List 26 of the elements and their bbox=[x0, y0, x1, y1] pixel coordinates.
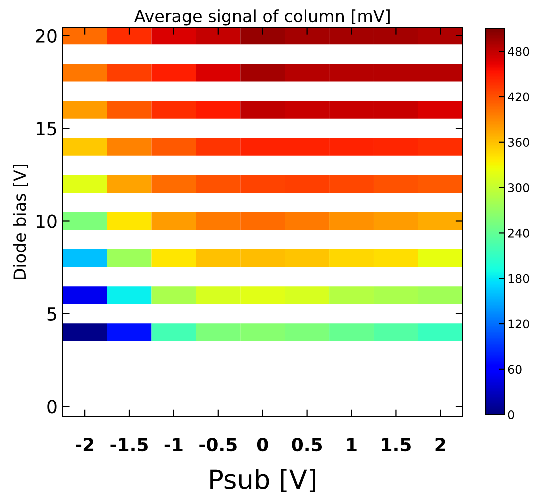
x-tick-label: 1 bbox=[348, 438, 357, 452]
chart-title: Average signal of column [mV] bbox=[134, 10, 390, 26]
x-tick-label: 1.5 bbox=[382, 438, 411, 452]
y-tick-label: 15 bbox=[36, 122, 56, 136]
x-tick-label: -1 bbox=[164, 438, 183, 452]
color-bar-label: 60 bbox=[508, 365, 522, 374]
x-tick-label: 0 bbox=[257, 438, 268, 452]
color-bar-label: 480 bbox=[508, 47, 530, 56]
y-tick-label: 5 bbox=[48, 308, 56, 322]
x-tick-label: -1.5 bbox=[110, 438, 148, 452]
color-bar-label: 240 bbox=[508, 228, 530, 238]
color-bar-label: 300 bbox=[508, 184, 530, 192]
color-bar-label: 120 bbox=[508, 320, 530, 329]
color-bar-label: 360 bbox=[508, 138, 530, 148]
y-tick-label: 20 bbox=[36, 29, 57, 43]
color-bar-label: 420 bbox=[508, 92, 530, 102]
x-tick-label: 2 bbox=[436, 438, 446, 452]
y-tick-label: 10 bbox=[36, 214, 57, 228]
x-tick-label: -0.5 bbox=[200, 438, 237, 452]
color-bar-label: 180 bbox=[508, 274, 530, 284]
x-tick-label: -2 bbox=[76, 438, 94, 452]
y-axis-title: Diode bias [V] bbox=[13, 164, 28, 280]
x-tick-label: 0.5 bbox=[292, 438, 322, 452]
x-axis-title: Psub [V] bbox=[210, 469, 316, 493]
y-tick-label: 0 bbox=[48, 400, 57, 414]
color-bar-label: 0 bbox=[508, 410, 514, 420]
